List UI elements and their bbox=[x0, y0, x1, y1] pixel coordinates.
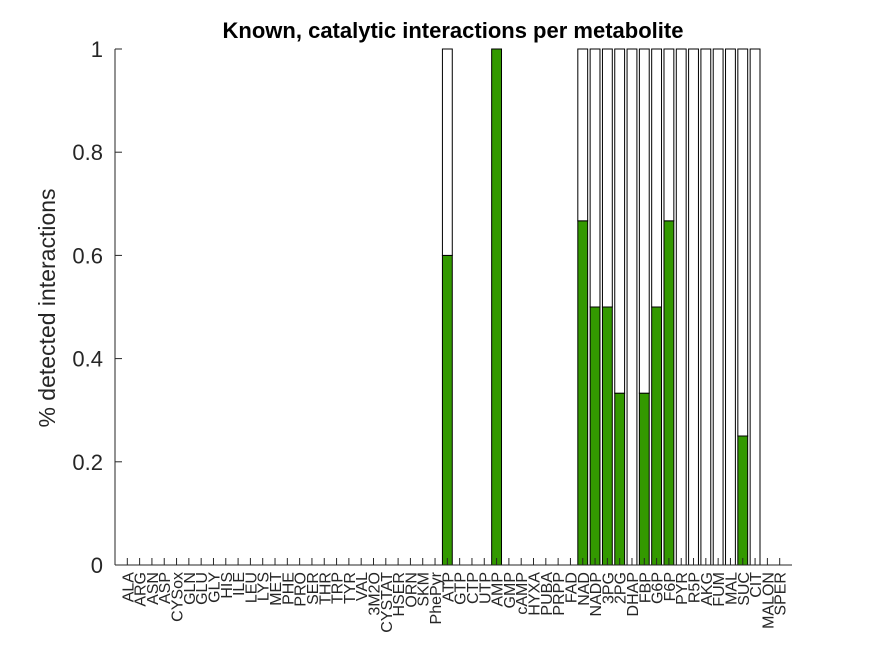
bar-FBP-s0 bbox=[638, 392, 650, 566]
x-tick-label: GMP bbox=[502, 572, 519, 608]
x-tick-label: GLY bbox=[206, 572, 223, 603]
x-tick-label: ORN bbox=[403, 572, 420, 608]
x-tick-label: ASP bbox=[157, 572, 174, 604]
x-tick-label: HYXA bbox=[527, 572, 544, 616]
bar-AKG-s1 bbox=[700, 48, 712, 566]
x-tick-label: CTP bbox=[465, 572, 482, 604]
bar-G6P-s1 bbox=[651, 48, 663, 308]
bar-DHAP-s1 bbox=[626, 48, 638, 566]
bar-2PG-s0 bbox=[614, 392, 626, 566]
x-tick-label: AKG bbox=[699, 572, 716, 606]
bar-AMP-s0 bbox=[491, 48, 503, 566]
x-tick-label: LYS bbox=[256, 572, 273, 601]
x-tick-label: FUM bbox=[711, 572, 728, 607]
x-tick-label: PhePyr bbox=[428, 571, 445, 624]
x-tick-label: ARG bbox=[133, 572, 150, 607]
x-tick-label: THR bbox=[317, 572, 334, 605]
y-axis-label: % detected interactions bbox=[34, 188, 60, 427]
bars-group bbox=[441, 48, 761, 566]
x-tick-label: TYR bbox=[342, 572, 359, 604]
x-tick-label: PRPP bbox=[551, 572, 568, 616]
bar-ATP-s0 bbox=[441, 254, 453, 566]
y-tick-label: 0 bbox=[91, 553, 103, 578]
x-tick-label: FAD bbox=[563, 572, 580, 603]
bar-SUC-s0 bbox=[737, 435, 749, 566]
x-tick-label: DHAP bbox=[625, 572, 642, 616]
y-ticks: 0 0.2 0.4 0.6 0.8 1 bbox=[72, 37, 122, 578]
x-tick-label: ATP bbox=[440, 572, 457, 602]
x-tick-label: G6P bbox=[650, 572, 667, 604]
bar-FUM-s1 bbox=[712, 48, 724, 566]
x-tick-label: ILE bbox=[231, 572, 248, 596]
x-tick-label: 2PG bbox=[613, 572, 630, 604]
x-tick-label: cAMP bbox=[514, 572, 531, 615]
y-tick-label: 0.2 bbox=[72, 450, 103, 475]
bar-F6P-s1 bbox=[663, 48, 675, 222]
bar-3PG-s1 bbox=[601, 48, 613, 308]
x-tick-label: PUBA bbox=[539, 572, 556, 616]
bar-R5P-s1 bbox=[688, 48, 699, 566]
bar-3PG-s0 bbox=[601, 306, 613, 566]
bar-NAD-s1 bbox=[577, 48, 589, 222]
x-tick-label: NADP bbox=[588, 572, 605, 616]
x-tick-label: SER bbox=[305, 572, 322, 605]
y-tick-label: 1 bbox=[91, 37, 103, 62]
x-tick-label: R5P bbox=[687, 572, 704, 603]
x-tick-label: MALON bbox=[760, 572, 777, 629]
bar-ATP-s1 bbox=[441, 48, 453, 256]
x-tick-label: GTP bbox=[453, 572, 470, 605]
x-tick-label: MAL bbox=[723, 572, 740, 605]
bar-PYR-s1 bbox=[675, 48, 687, 566]
y-tick-label: 0.8 bbox=[72, 140, 103, 165]
bar-SUC-s1 bbox=[737, 48, 749, 437]
x-tick-label: 3M2O bbox=[366, 572, 383, 616]
y-tick-label: 0.6 bbox=[72, 243, 103, 268]
x-tick-label: CIT bbox=[748, 572, 765, 598]
bar-CIT-s1 bbox=[749, 48, 761, 566]
x-tick-label: PHE bbox=[280, 572, 297, 605]
x-tick-label: CYSTAT bbox=[379, 572, 396, 633]
x-tick-label: 3PG bbox=[600, 572, 617, 604]
x-tick-label: MET bbox=[268, 572, 285, 606]
bar-MAL-s1 bbox=[725, 48, 736, 566]
x-tick-label: GLU bbox=[194, 572, 211, 605]
bar-NADP-s1 bbox=[589, 48, 601, 308]
x-tick-label: NAD bbox=[576, 572, 593, 606]
x-tick-label: LEU bbox=[243, 572, 260, 603]
bar-NADP-s0 bbox=[589, 306, 601, 566]
x-tick-label: VAL bbox=[354, 572, 371, 601]
x-tick-label: CYSox bbox=[170, 572, 187, 622]
x-tick-label: UTP bbox=[477, 572, 494, 604]
x-tick-label: HSER bbox=[391, 572, 408, 616]
x-tick-label: TRP bbox=[330, 572, 347, 604]
bar-F6P-s0 bbox=[663, 220, 675, 566]
x-ticks: ALAARGASNASPCYSoxGLNGLUGLYHISILELEULYSME… bbox=[120, 558, 790, 633]
x-tick-label: SPER bbox=[773, 572, 790, 616]
x-tick-label: HIS bbox=[219, 572, 236, 599]
x-tick-label: SUC bbox=[736, 572, 753, 606]
x-tick-label: FBP bbox=[637, 572, 654, 603]
axes-group bbox=[114, 49, 792, 566]
x-tick-label: SKM bbox=[416, 572, 433, 607]
bar-2PG-s1 bbox=[614, 48, 626, 394]
x-tick-label: PYR bbox=[674, 572, 691, 605]
bar-G6P-s0 bbox=[651, 306, 663, 566]
x-tick-label: ALA bbox=[120, 572, 137, 603]
y-tick-label: 0.4 bbox=[72, 347, 103, 372]
x-tick-label: PRO bbox=[293, 572, 310, 607]
x-tick-label: ASN bbox=[145, 572, 162, 605]
x-tick-label: F6P bbox=[662, 572, 679, 601]
bar-FBP-s1 bbox=[638, 48, 650, 394]
chart-title: Known, catalytic interactions per metabo… bbox=[223, 18, 684, 43]
x-tick-label: GLN bbox=[182, 572, 199, 605]
x-tick-label: AMP bbox=[490, 572, 507, 607]
bar-NAD-s0 bbox=[577, 220, 589, 566]
